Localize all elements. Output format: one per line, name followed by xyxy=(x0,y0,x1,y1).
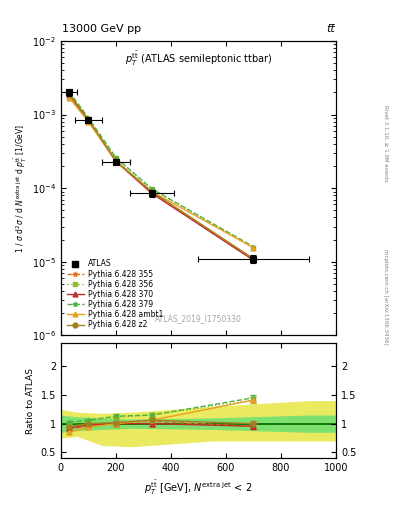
Pythia 6.428 ambt1 xyxy=(67,95,72,101)
X-axis label: $p_T^{\rm t\bar{t}}$ [GeV], $N^{\rm extra\ jet}$ < 2: $p_T^{\rm t\bar{t}}$ [GeV], $N^{\rm extr… xyxy=(144,479,253,497)
Text: Rivet 3.1.10, ≥ 1.9M events: Rivet 3.1.10, ≥ 1.9M events xyxy=(383,105,388,182)
Pythia 6.428 370 xyxy=(86,117,91,123)
Pythia 6.428 ambt1 xyxy=(114,159,118,165)
Pythia 6.428 z2 xyxy=(67,91,72,97)
Pythia 6.428 355 xyxy=(114,158,118,164)
Pythia 6.428 356 xyxy=(67,89,72,95)
Text: tt̅: tt̅ xyxy=(326,25,335,34)
Pythia 6.428 370 xyxy=(149,190,154,197)
Pythia 6.428 356 xyxy=(86,116,91,122)
Pythia 6.428 ambt1 xyxy=(149,188,154,195)
Y-axis label: 1 / $\sigma$ d$^2\sigma$ / d $N^{\rm extra\ jet}$ d $p_T^{\rm t\bar{t}}$ [1/GeV]: 1 / $\sigma$ d$^2\sigma$ / d $N^{\rm ext… xyxy=(13,123,29,253)
Pythia 6.428 355 xyxy=(251,257,256,263)
Pythia 6.428 356 xyxy=(251,245,256,251)
Pythia 6.428 356 xyxy=(149,186,154,192)
Pythia 6.428 ambt1 xyxy=(86,119,91,125)
Line: Pythia 6.428 ambt1: Pythia 6.428 ambt1 xyxy=(67,95,256,250)
Line: Pythia 6.428 356: Pythia 6.428 356 xyxy=(67,90,256,250)
Pythia 6.428 379 xyxy=(67,89,72,95)
Pythia 6.428 379 xyxy=(251,244,256,250)
Pythia 6.428 355 xyxy=(86,118,91,124)
Pythia 6.428 z2 xyxy=(251,255,256,262)
Pythia 6.428 ambt1 xyxy=(251,245,256,251)
Pythia 6.428 355 xyxy=(67,93,72,99)
Pythia 6.428 370 xyxy=(251,257,256,263)
Text: mcplots.cern.ch [arXiv:1306.3436]: mcplots.cern.ch [arXiv:1306.3436] xyxy=(383,249,388,345)
Line: Pythia 6.428 379: Pythia 6.428 379 xyxy=(67,89,256,249)
Pythia 6.428 370 xyxy=(67,92,72,98)
Legend: ATLAS, Pythia 6.428 355, Pythia 6.428 356, Pythia 6.428 370, Pythia 6.428 379, P: ATLAS, Pythia 6.428 355, Pythia 6.428 35… xyxy=(65,257,165,332)
Pythia 6.428 379 xyxy=(86,115,91,121)
Pythia 6.428 z2 xyxy=(149,188,154,195)
Pythia 6.428 355 xyxy=(149,189,154,195)
Pythia 6.428 z2 xyxy=(86,117,91,123)
Text: 13000 GeV pp: 13000 GeV pp xyxy=(62,25,141,34)
Pythia 6.428 z2 xyxy=(114,158,118,164)
Line: Pythia 6.428 z2: Pythia 6.428 z2 xyxy=(67,92,256,261)
Pythia 6.428 379 xyxy=(114,155,118,161)
Text: ATLAS_2019_I1750330: ATLAS_2019_I1750330 xyxy=(155,314,242,324)
Pythia 6.428 356 xyxy=(114,155,118,161)
Y-axis label: Ratio to ATLAS: Ratio to ATLAS xyxy=(26,368,35,434)
Pythia 6.428 379 xyxy=(149,186,154,192)
Pythia 6.428 370 xyxy=(114,159,118,165)
Text: $p_T^{\rm t\bar{t}}$ (ATLAS semileptonic ttbar): $p_T^{\rm t\bar{t}}$ (ATLAS semileptonic… xyxy=(125,50,272,68)
Line: Pythia 6.428 355: Pythia 6.428 355 xyxy=(67,93,256,263)
Line: Pythia 6.428 370: Pythia 6.428 370 xyxy=(67,93,256,263)
